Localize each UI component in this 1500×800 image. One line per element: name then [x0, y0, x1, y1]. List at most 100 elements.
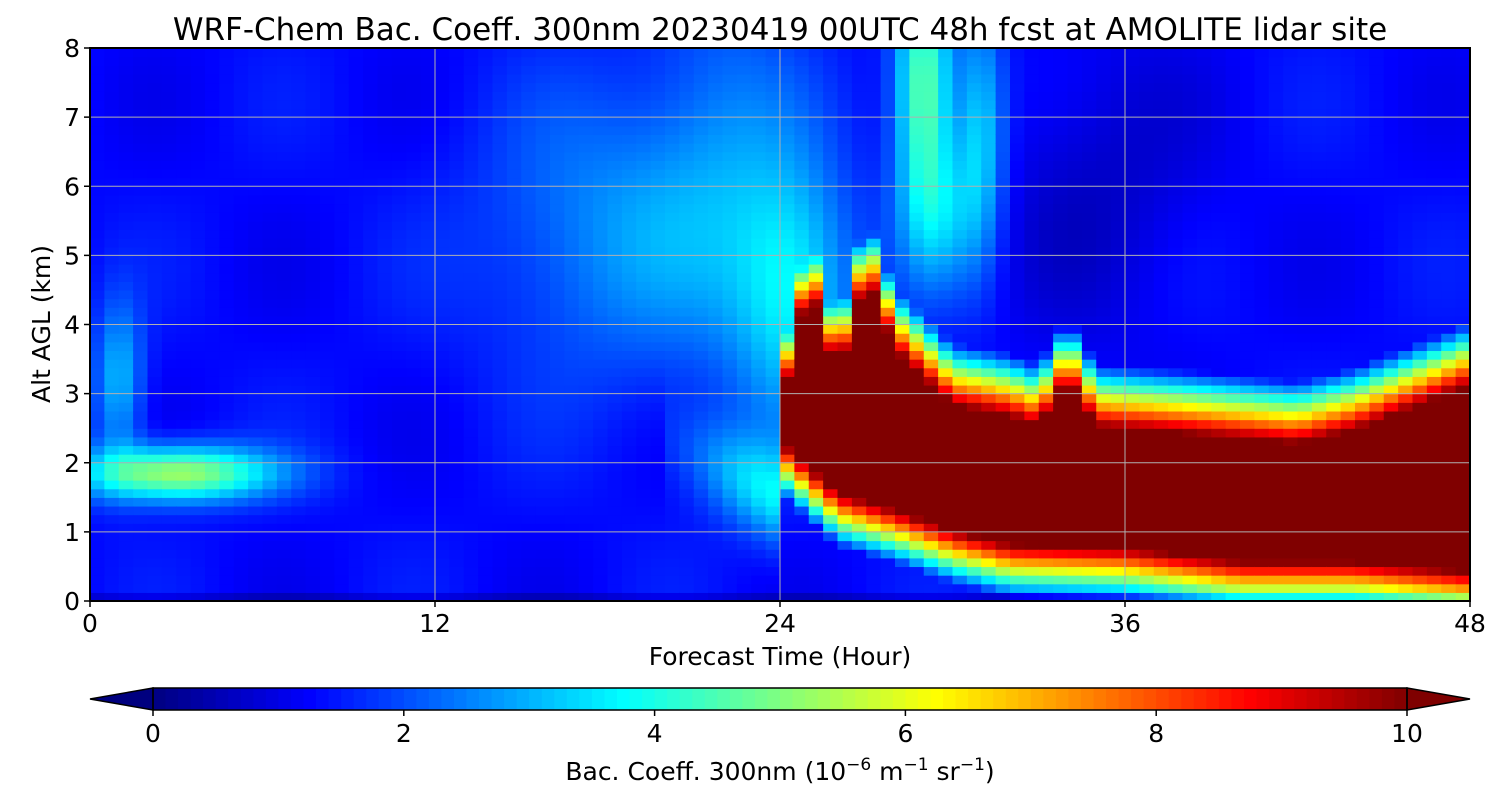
heatmap-cell	[1024, 289, 1040, 300]
heatmap-cell	[550, 264, 565, 274]
heatmap-cell	[722, 514, 738, 524]
heatmap-cell	[320, 333, 335, 343]
heatmap-cell	[866, 143, 882, 153]
heatmap-cell	[1067, 151, 1083, 161]
heatmap-cell	[463, 376, 479, 386]
heatmap-cell	[1053, 480, 1069, 490]
heatmap-cell	[449, 505, 465, 516]
heatmap-cell	[248, 56, 264, 66]
heatmap-cell	[794, 194, 810, 205]
heatmap-cell	[348, 65, 364, 75]
heatmap-cell	[679, 350, 695, 360]
heatmap-cell	[866, 566, 882, 576]
heatmap-cell	[765, 212, 781, 222]
heatmap-cell	[305, 436, 321, 447]
heatmap-cell	[1024, 359, 1040, 369]
heatmap-cell	[952, 367, 968, 377]
heatmap-cell	[449, 65, 465, 75]
heatmap-cell	[1196, 419, 1212, 429]
heatmap-cell	[535, 428, 551, 438]
heatmap-cell	[952, 177, 968, 187]
heatmap-cell	[995, 91, 1011, 101]
heatmap-cell	[1153, 402, 1169, 412]
heatmap-cell	[693, 125, 709, 136]
heatmap-cell	[291, 575, 307, 585]
heatmap-cell	[1096, 350, 1112, 360]
heatmap-cell	[104, 324, 120, 334]
heatmap-cell	[219, 367, 235, 377]
heatmap-cell	[794, 264, 810, 274]
heatmap-cell	[377, 410, 393, 421]
heatmap-cell	[363, 168, 379, 179]
heatmap-cell	[578, 359, 594, 369]
heatmap-cell	[248, 497, 264, 507]
heatmap-cell	[736, 91, 752, 101]
heatmap-cell	[420, 462, 436, 472]
heatmap-cell	[147, 583, 163, 593]
heatmap-cell	[679, 272, 695, 282]
heatmap-cell	[823, 410, 839, 421]
heatmap-cell	[320, 177, 335, 187]
heatmap-cell	[550, 65, 565, 75]
heatmap-cell	[1067, 575, 1083, 585]
heatmap-cell	[463, 393, 479, 403]
heatmap-cell	[118, 56, 134, 66]
heatmap-cell	[1010, 592, 1025, 602]
heatmap-cell	[578, 583, 594, 593]
heatmap-cell	[1110, 575, 1126, 585]
heatmap-cell	[320, 99, 335, 110]
heatmap-cell	[650, 359, 666, 369]
heatmap-cell	[736, 117, 752, 127]
heatmap-cell	[449, 557, 465, 568]
heatmap-cell	[320, 359, 335, 369]
heatmap-cell	[995, 592, 1011, 602]
heatmap-cell	[305, 65, 321, 75]
heatmap-cell	[995, 48, 1011, 58]
heatmap-cell	[435, 134, 450, 144]
heatmap-cell	[190, 65, 206, 75]
heatmap-cell	[837, 186, 853, 196]
heatmap-cell	[780, 194, 795, 205]
heatmap-cell	[621, 99, 637, 110]
heatmap-cell	[880, 168, 896, 179]
heatmap-cell	[823, 462, 839, 472]
heatmap-cell	[320, 298, 335, 308]
heatmap-cell	[722, 56, 738, 66]
heatmap-cell	[1053, 583, 1069, 593]
heatmap-cell	[463, 143, 479, 153]
heatmap-cell	[1067, 298, 1083, 308]
heatmap-cell	[205, 143, 220, 153]
heatmap-cell	[161, 238, 177, 248]
heatmap-cell	[363, 523, 379, 533]
heatmap-cell	[205, 281, 220, 291]
heatmap-cell	[578, 341, 594, 352]
heatmap-cell	[1038, 91, 1054, 101]
heatmap-cell	[233, 402, 249, 412]
heatmap-cell	[837, 177, 853, 187]
heatmap-cell	[607, 65, 623, 75]
heatmap-cell	[262, 376, 278, 386]
heatmap-cell	[133, 281, 149, 291]
heatmap-cell	[607, 488, 623, 498]
heatmap-cell	[1125, 350, 1140, 360]
heatmap-cell	[118, 462, 134, 472]
heatmap-cell	[1168, 488, 1184, 498]
heatmap-cell	[320, 73, 335, 84]
heatmap-cell	[535, 255, 551, 265]
heatmap-cell	[880, 384, 896, 395]
heatmap-cell	[147, 315, 163, 326]
heatmap-cell	[276, 307, 292, 317]
heatmap-cell	[1024, 566, 1040, 576]
heatmap-cell	[1139, 341, 1155, 352]
heatmap-cell	[1010, 272, 1025, 282]
heatmap-cell	[1067, 367, 1083, 377]
heatmap-cell	[521, 56, 537, 66]
heatmap-cell	[952, 160, 968, 170]
heatmap-cell	[1067, 324, 1083, 334]
heatmap-cell	[248, 177, 264, 187]
heatmap-cell	[305, 333, 321, 343]
heatmap-cell	[665, 238, 680, 248]
heatmap-cell	[550, 289, 565, 300]
heatmap-cell	[506, 523, 522, 533]
heatmap-cell	[880, 566, 896, 576]
